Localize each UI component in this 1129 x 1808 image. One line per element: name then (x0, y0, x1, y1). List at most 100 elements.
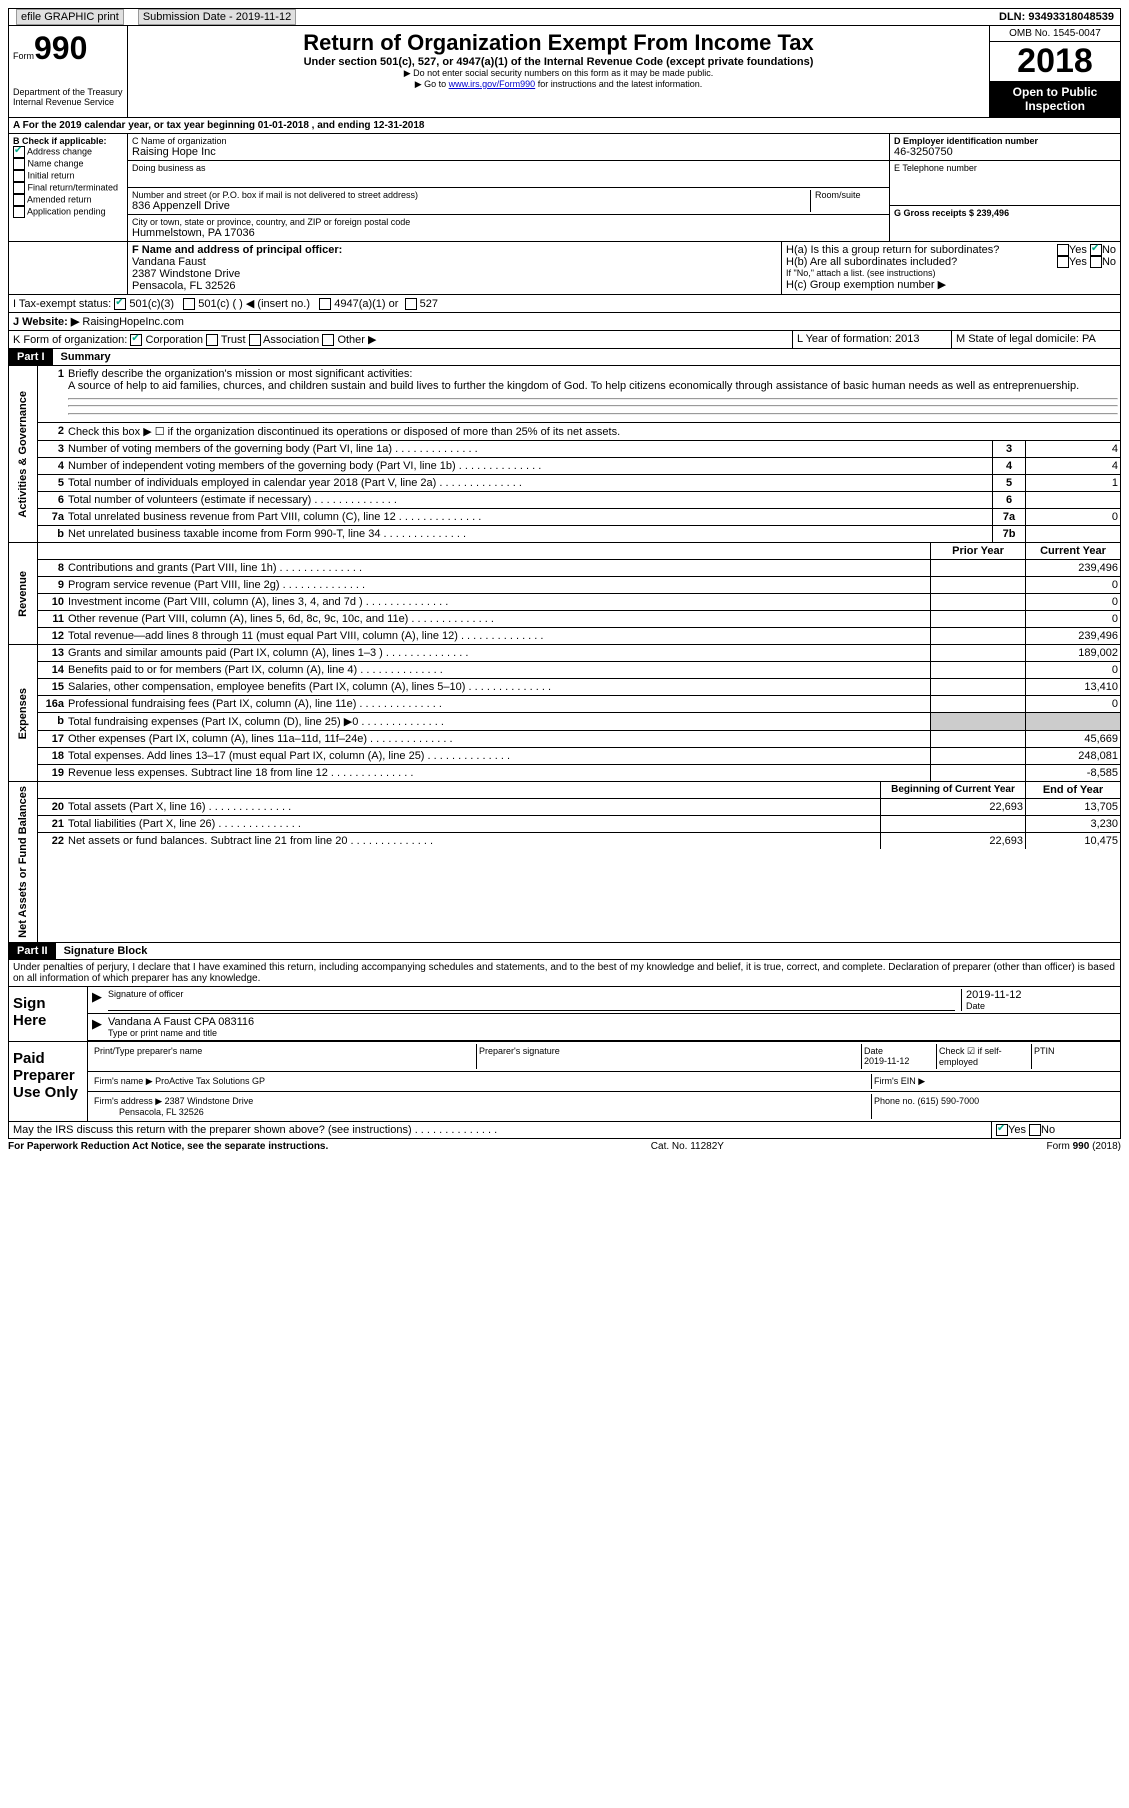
form-number: 990 (34, 30, 87, 66)
netassets-table: Net Assets or Fund Balances Beginning of… (8, 782, 1121, 943)
opt-name: Name change (28, 158, 84, 168)
q1-label: Briefly describe the organization's miss… (68, 368, 412, 380)
dn: No (1041, 1124, 1055, 1136)
inspection-label: Open to Public Inspection (990, 81, 1120, 117)
part1-badge: Part I (9, 349, 53, 365)
i-o2: 501(c) ( ) ◀ (insert no.) (198, 298, 310, 310)
ein: 46-3250750 (894, 146, 1116, 158)
dba-label: Doing business as (132, 163, 885, 173)
chk-501c[interactable] (183, 298, 195, 310)
officer-addr1: 2387 Windstone Drive (132, 268, 777, 280)
note-link: ▶ Go to www.irs.gov/Form990 for instruct… (132, 79, 985, 90)
discuss-yes[interactable] (996, 1124, 1008, 1136)
efile-button[interactable]: efile GRAPHIC print (16, 9, 124, 25)
irs-link[interactable]: www.irs.gov/Form990 (449, 79, 536, 89)
m-label: M State of legal domicile: PA (952, 331, 1120, 348)
note-ssn: ▶ Do not enter social security numbers o… (132, 68, 985, 79)
opt-initial: Initial return (28, 170, 75, 180)
self-emp: Check ☑ if self-employed (937, 1044, 1032, 1069)
dy: Yes (1008, 1124, 1026, 1136)
q1-text: A source of help to aid families, churce… (68, 380, 1079, 392)
chk-final[interactable] (13, 182, 25, 194)
block-bcd: B Check if applicable: Address change Na… (8, 134, 1121, 242)
k-o2: Trust (221, 334, 246, 346)
sig-officer-lbl: Signature of officer (108, 989, 955, 999)
print-name-lbl: Print/Type preparer's name (92, 1044, 477, 1069)
part2-badge: Part II (9, 943, 56, 959)
yes1: Yes (1069, 244, 1087, 256)
declaration: Under penalties of perjury, I declare th… (8, 960, 1121, 987)
tax-year: 2018 (990, 42, 1120, 81)
chk-trust[interactable] (206, 334, 218, 346)
chk-corp[interactable] (130, 334, 142, 346)
chk-4947[interactable] (319, 298, 331, 310)
sign-date-v: 2019-11-12 (966, 989, 1116, 1001)
no1: No (1102, 244, 1116, 256)
paid-preparer-block: Paid Preparer Use Only Print/Type prepar… (8, 1042, 1121, 1122)
officer-addr2: Pensacola, FL 32526 (132, 280, 777, 292)
f-label: F Name and address of principal officer: (132, 244, 777, 256)
row-klm: K Form of organization: Corporation Trus… (8, 331, 1121, 349)
addr-label: Number and street (or P.O. box if mail i… (132, 190, 810, 200)
chk-other[interactable] (322, 334, 334, 346)
firm-ein: Firm's EIN ▶ (871, 1074, 1116, 1089)
hb-yes[interactable] (1057, 256, 1069, 268)
side-governance: Activities & Governance (15, 387, 31, 522)
opt-address: Address change (27, 146, 92, 156)
top-bar: efile GRAPHIC print Submission Date - 20… (8, 8, 1121, 26)
no2: No (1102, 256, 1116, 268)
part1-title: Summary (53, 349, 119, 365)
form-word: Form (13, 51, 34, 61)
ha-no[interactable] (1090, 244, 1102, 256)
form-header: Form990 Department of the Treasury Inter… (8, 26, 1121, 118)
room-label: Room/suite (810, 190, 885, 212)
opt-final: Final return/terminated (28, 182, 119, 192)
dln-label: DLN: 93493318048539 (993, 9, 1120, 25)
firm-phone: Phone no. (615) 590-7000 (871, 1094, 1116, 1119)
submission-button[interactable]: Submission Date - 2019-11-12 (138, 9, 296, 25)
hb-label: H(b) Are all subordinates included? (786, 256, 1057, 268)
footer-right: Form 990 (2018) (1047, 1141, 1122, 1152)
yes2: Yes (1069, 256, 1087, 268)
governance-table: Activities & Governance 1Briefly describ… (8, 366, 1121, 543)
current-year-hdr: Current Year (1025, 543, 1120, 559)
sign-here-block: Sign Here ▶Signature of officer2019-11-1… (8, 987, 1121, 1042)
note2-pre: ▶ Go to (415, 79, 449, 89)
discuss-row: May the IRS discuss this return with the… (8, 1122, 1121, 1139)
e-label: E Telephone number (894, 163, 1116, 173)
hb-no[interactable] (1090, 256, 1102, 268)
row-i: I Tax-exempt status: 501(c)(3) 501(c) ( … (8, 295, 1121, 313)
signer-name: Vandana A Faust CPA 083116 (108, 1016, 1110, 1028)
page-footer: For Paperwork Reduction Act Notice, see … (8, 1139, 1121, 1152)
revenue-table: Revenue Prior YearCurrent Year 8Contribu… (8, 543, 1121, 645)
city-label: City or town, state or province, country… (132, 217, 885, 227)
l-label: L Year of formation: 2013 (793, 331, 952, 348)
k-o1: Corporation (145, 334, 202, 346)
k-o4: Other ▶ (337, 334, 376, 346)
discuss-no[interactable] (1029, 1124, 1041, 1136)
chk-527[interactable] (405, 298, 417, 310)
paid-label: Paid Preparer Use Only (9, 1042, 87, 1121)
org-city: Hummelstown, PA 17036 (132, 227, 885, 239)
ha-yes[interactable] (1057, 244, 1069, 256)
org-addr: 836 Appenzell Drive (132, 200, 810, 212)
form-title: Return of Organization Exempt From Incom… (132, 30, 985, 56)
part2-title: Signature Block (56, 943, 156, 959)
chk-assoc[interactable] (249, 334, 261, 346)
chk-name[interactable] (13, 158, 25, 170)
foot-year: 2018 (1095, 1141, 1117, 1152)
chk-501c3[interactable] (114, 298, 126, 310)
dept-label: Department of the Treasury Internal Reve… (13, 87, 123, 107)
block-fh: F Name and address of principal officer:… (8, 242, 1121, 295)
row-j: J Website: ▶ RaisingHopeInc.com (8, 313, 1121, 331)
chk-pending[interactable] (13, 206, 25, 218)
sign-here-label: Sign Here (9, 987, 87, 1041)
chk-initial[interactable] (13, 170, 25, 182)
footer-mid: Cat. No. 11282Y (651, 1141, 724, 1152)
c-name-label: C Name of organization (132, 136, 885, 146)
foot-990: 990 (1073, 1141, 1090, 1152)
side-expenses: Expenses (15, 684, 31, 743)
chk-amended[interactable] (13, 194, 25, 206)
chk-address[interactable] (13, 146, 25, 158)
omb-number: OMB No. 1545-0047 (990, 26, 1120, 42)
